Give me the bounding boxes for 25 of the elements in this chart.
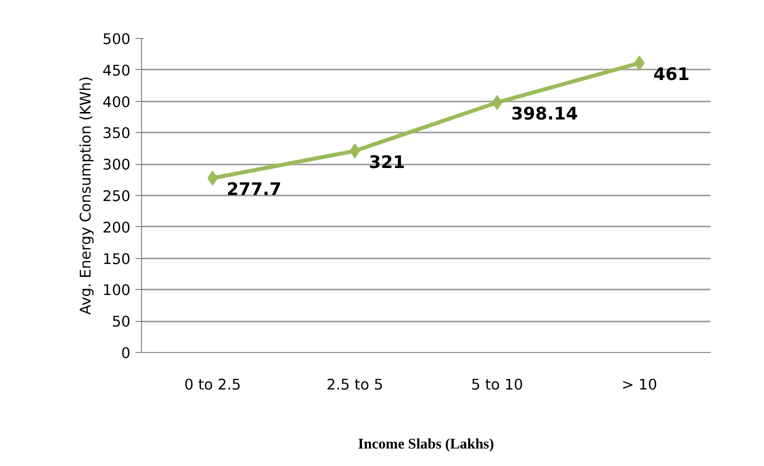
y-tick-label: 0 <box>121 345 131 362</box>
x-tick-label: > 10 <box>622 376 658 394</box>
y-tick-label: 150 <box>102 250 131 268</box>
y-tick-label: 200 <box>102 219 131 236</box>
data-label: 398.14 <box>511 104 578 124</box>
y-axis-title: Avg. Energy Consumption (KWh) <box>78 76 95 315</box>
y-tick-label: 300 <box>102 156 131 174</box>
x-tick-label: 5 to 10 <box>471 376 524 394</box>
data-label: 321 <box>368 152 406 173</box>
y-tick-label: 450 <box>102 62 131 80</box>
x-tick-label: 2.5 to 5 <box>326 376 384 394</box>
y-tick-label: 500 <box>102 31 131 48</box>
y-tick-label: 250 <box>102 188 131 205</box>
x-tick-label: 0 to 2.5 <box>184 376 241 394</box>
point <box>350 143 360 158</box>
y-tick-label: 400 <box>102 94 131 111</box>
y-tick-label: 50 <box>112 314 131 331</box>
y-tick-label: 350 <box>102 125 131 142</box>
point <box>634 55 645 70</box>
data-label: 461 <box>653 64 690 85</box>
data-label: 277.7 <box>226 180 282 200</box>
point <box>207 170 218 186</box>
x-axis-title: Income Slabs (Lakhs) <box>358 436 494 452</box>
y-tick-label: 100 <box>102 282 131 300</box>
point <box>492 94 502 110</box>
